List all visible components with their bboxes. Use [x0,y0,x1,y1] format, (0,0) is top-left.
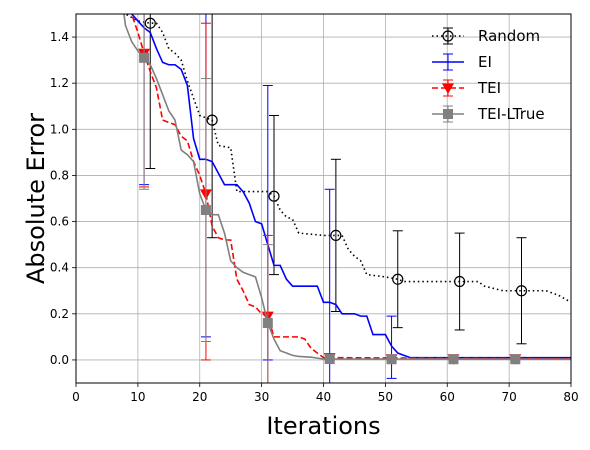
data-point [206,114,218,126]
data-point [392,273,404,285]
data-point [330,229,342,241]
y-tick-label: 1.0 [50,122,69,136]
x-tick-label: 70 [501,390,516,404]
series-line [123,14,571,361]
data-point [144,17,156,29]
y-tick-label: 0.2 [50,307,69,321]
data-point [262,318,273,329]
legend-label: Random [478,27,540,45]
legend-label: TEI-LTrue [477,105,545,123]
series-line [130,14,571,359]
legend-entry: EI [432,53,492,71]
y-tick-label: 1.4 [50,30,69,44]
data-point [139,52,150,63]
y-tick-label: 1.2 [50,76,69,90]
legend-entry: TEI [432,79,501,97]
data-point [200,205,211,216]
x-tick-label: 80 [563,390,578,404]
series-tei-ltrue [123,14,571,383]
legend-marker [442,83,454,94]
series-layer [123,14,571,383]
legend: Random EI TEI TEI-LTrue [432,27,545,123]
series-line [130,14,571,360]
data-point [448,354,459,365]
x-tick-label: 40 [316,390,331,404]
data-point [454,275,466,288]
legend-entry: Random [432,27,540,45]
data-point [510,354,521,365]
series-line [124,14,571,303]
data-point [268,190,280,202]
axis-ticks: 0 10 20 30 40 50 60 70 80 0.0 0.2 0.4 0.6 0.8 1.0 1.2 1.… [50,30,579,404]
y-tick-label: 0.4 [50,261,69,275]
legend-marker [442,30,454,42]
y-axis-label: Absolute Error [22,113,50,284]
y-tick-label: 0.8 [50,168,69,182]
y-tick-label: 0.0 [50,353,69,367]
legend-entry: TEI-LTrue [432,105,545,123]
data-point [515,285,528,297]
y-tick-label: 0.6 [50,215,69,229]
x-tick-label: 60 [440,390,455,404]
x-tick-label: 0 [72,390,80,404]
data-point [324,354,335,365]
legend-marker [443,109,453,119]
x-tick-label: 50 [378,390,393,404]
x-tick-label: 20 [192,390,207,404]
series-random [124,14,571,345]
data-point [386,354,397,365]
legend-label: EI [478,53,492,71]
legend-label: TEI [477,79,501,97]
x-tick-label: 10 [130,390,145,404]
x-axis-label: Iterations [266,412,380,440]
x-tick-label: 30 [254,390,269,404]
